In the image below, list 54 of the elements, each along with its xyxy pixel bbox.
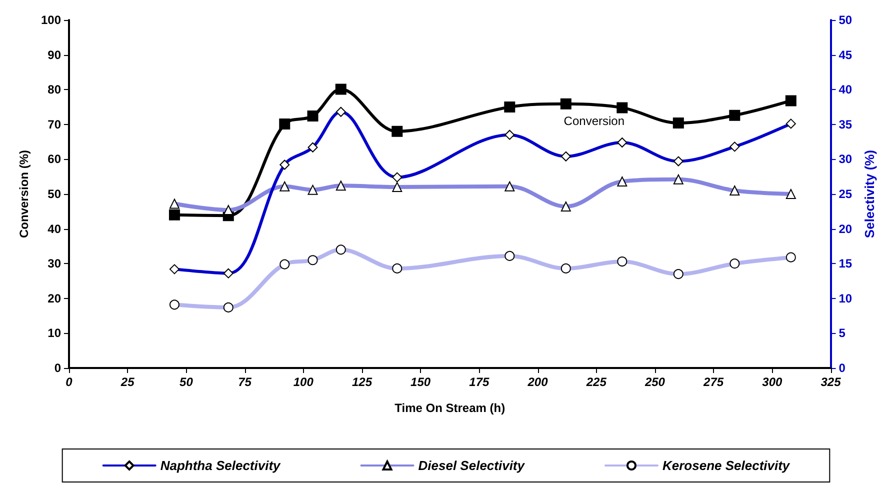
y-tick-label: 60 xyxy=(48,152,62,166)
point xyxy=(392,126,403,137)
point xyxy=(560,98,572,110)
x-tick-label: 250 xyxy=(644,375,666,389)
x-tick-label: 225 xyxy=(585,375,607,389)
y-tick-label: 50 xyxy=(48,187,62,201)
y2-axis-title: Selectivity (%) xyxy=(862,150,877,238)
point xyxy=(279,118,290,130)
legend-label: Naphtha Selectivity xyxy=(160,458,282,473)
y-axis-title: Conversion (%) xyxy=(17,150,32,238)
legend-label: Diesel Selectivity xyxy=(418,458,526,473)
y2-tick-label: 20 xyxy=(838,222,852,236)
y2-tick-label: 15 xyxy=(838,256,852,271)
y-tick-label: 20 xyxy=(48,291,62,306)
x-tick-label: 0 xyxy=(66,375,73,389)
y2-tick-label: 40 xyxy=(838,82,852,97)
y2-tick-label: 5 xyxy=(838,326,846,340)
y-tick-label: 0 xyxy=(54,361,62,375)
x-tick-label: 300 xyxy=(762,375,782,389)
y2-tick-label: 50 xyxy=(838,13,852,27)
point xyxy=(335,84,346,95)
x-tick-label: 200 xyxy=(526,375,548,389)
y-tick-label: 80 xyxy=(48,82,62,97)
y2-tick-label: 45 xyxy=(838,48,852,62)
y2-tick-label: 25 xyxy=(838,187,852,201)
point xyxy=(616,102,628,114)
y-tick-label: 70 xyxy=(48,117,62,132)
y-tick-label: 30 xyxy=(48,256,62,271)
point xyxy=(307,110,318,122)
x-tick-label: 50 xyxy=(180,375,194,389)
y2-tick-label: 35 xyxy=(838,117,852,132)
y-tick-label: 100 xyxy=(40,13,62,27)
point xyxy=(504,102,516,112)
point xyxy=(785,95,796,106)
x-tick-label: 325 xyxy=(820,375,842,389)
x-tick-label: 175 xyxy=(469,375,490,389)
y2-tick-label: 30 xyxy=(838,152,852,166)
point xyxy=(168,209,180,220)
x-tick-label: 125 xyxy=(352,375,372,389)
series-label: Conversion xyxy=(564,114,624,128)
y-tick-label: 90 xyxy=(48,48,62,62)
x-tick-label: 275 xyxy=(702,375,724,389)
point xyxy=(729,110,740,121)
x-axis-title: Time On Stream (h) xyxy=(394,401,506,415)
legend-label: Kerosene Selectivity xyxy=(662,458,790,473)
x-tick-label: 150 xyxy=(410,375,431,389)
y2-tick-label: 10 xyxy=(838,291,852,306)
point xyxy=(672,118,684,129)
y-tick-label: 10 xyxy=(48,326,62,340)
x-tick-label: 25 xyxy=(120,375,135,389)
y-tick-label: 40 xyxy=(48,222,62,236)
x-tick-label: 75 xyxy=(238,375,252,389)
x-tick-label: 100 xyxy=(293,375,314,389)
y2-tick-label: 0 xyxy=(838,361,846,375)
